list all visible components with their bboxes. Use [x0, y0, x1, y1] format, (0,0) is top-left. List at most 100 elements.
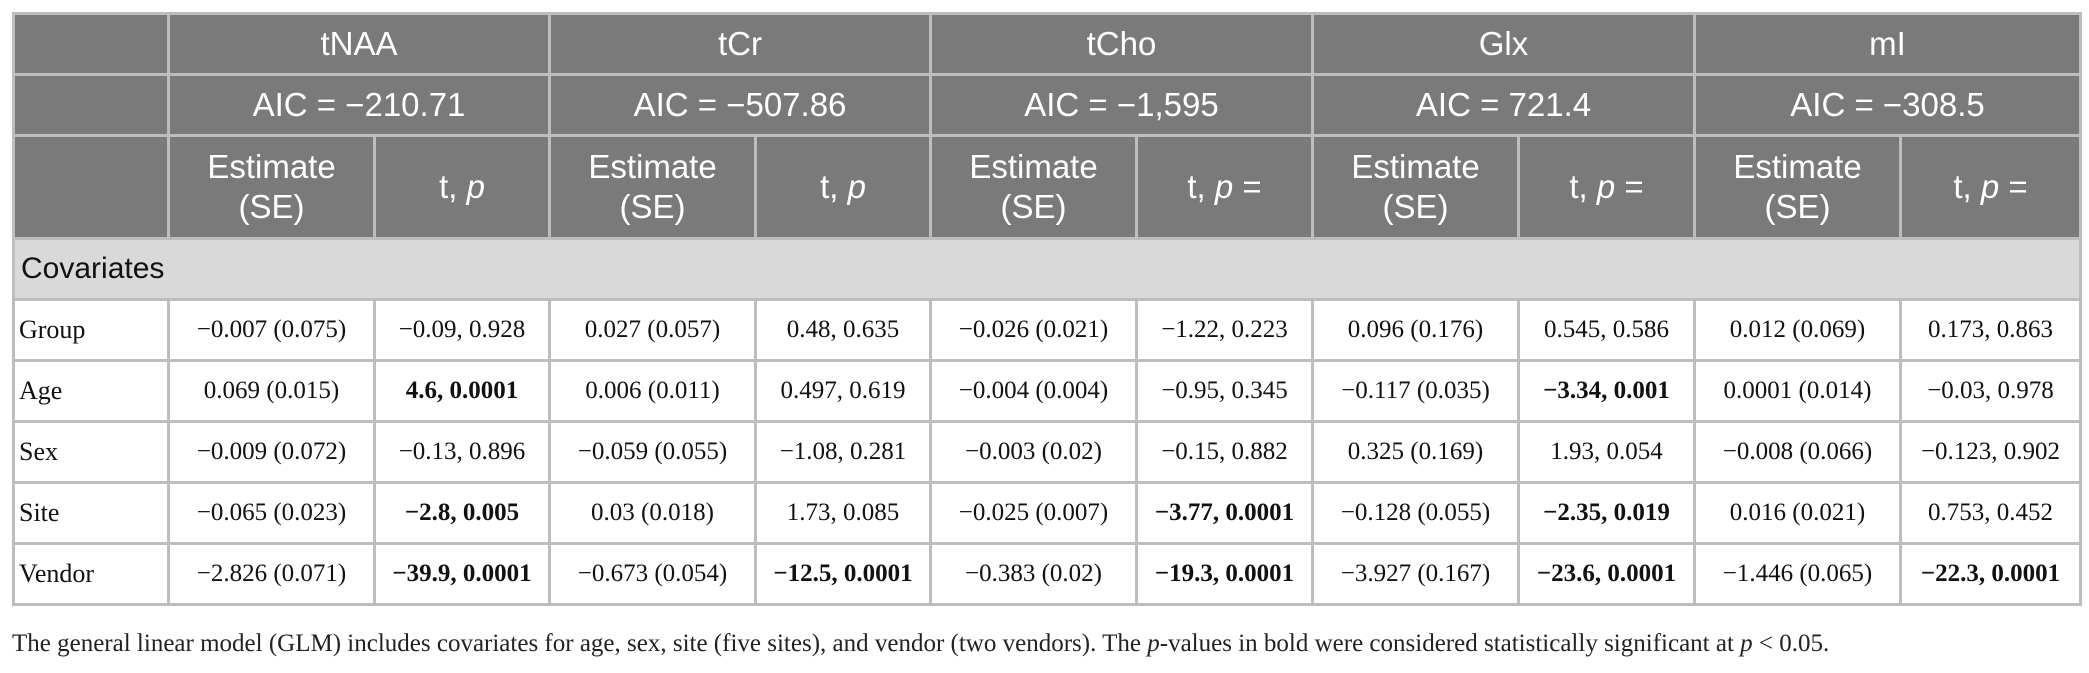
- tp-cell: −0.15, 0.882: [1135, 420, 1314, 484]
- tp-cell: −22.3, 0.0001: [1898, 542, 2083, 606]
- estimate-label: Estimate: [588, 148, 717, 185]
- tp-cell: −1.22, 0.223: [1135, 298, 1314, 362]
- table-footnote: The general linear model (GLM) includes …: [12, 630, 1829, 658]
- estimate-cell: 0.096 (0.176): [1311, 298, 1520, 362]
- estimate-cell: −0.065 (0.023): [167, 481, 376, 545]
- estimate-header: Estimate (SE): [167, 134, 376, 240]
- estimate-cell: 0.0001 (0.014): [1693, 359, 1902, 423]
- tp-header: t, p: [754, 134, 932, 240]
- table-row: Sex −0.009 (0.072) −0.13, 0.896 −0.059 (0.0…: [12, 420, 2083, 484]
- tp-cell: 1.93, 0.054: [1517, 420, 1696, 484]
- tp-cell: 1.73, 0.085: [754, 481, 932, 545]
- estimate-cell: −0.673 (0.054): [548, 542, 757, 606]
- estimate-cell: −0.009 (0.072): [167, 420, 376, 484]
- tp-cell: −2.8, 0.005: [373, 481, 551, 545]
- glm-results-table: tNAA tCr tCho Glx mI AIC = −210.71 AIC =…: [11, 12, 2083, 606]
- footnote-text: < 0.05.: [1752, 630, 1830, 657]
- estimate-cell: −0.003 (0.02): [929, 420, 1138, 484]
- aic-header: AIC = 721.4: [1311, 73, 1696, 137]
- estimate-label: Estimate: [1351, 148, 1480, 185]
- tp-header: t, p: [373, 134, 551, 240]
- aic-header: AIC = −210.71: [167, 73, 551, 137]
- estimate-cell: 0.016 (0.021): [1693, 481, 1902, 545]
- tp-cell: −39.9, 0.0001: [373, 542, 551, 606]
- estimate-cell: 0.027 (0.057): [548, 298, 757, 362]
- estimate-cell: 0.012 (0.069): [1693, 298, 1902, 362]
- tp-cell: −3.77, 0.0001: [1135, 481, 1314, 545]
- metabolite-header: tNAA: [167, 12, 551, 76]
- row-label: Site: [12, 481, 170, 545]
- estimate-cell: −1.446 (0.065): [1693, 542, 1902, 606]
- header-corner: [12, 12, 170, 76]
- estimate-cell: −0.383 (0.02): [929, 542, 1138, 606]
- header-row-columns: Estimate (SE) t, p Estimate (SE) t, p Esti…: [12, 134, 2083, 240]
- tp-cell: 0.497, 0.619: [754, 359, 932, 423]
- estimate-cell: −0.004 (0.004): [929, 359, 1138, 423]
- header-row-metabolites: tNAA tCr tCho Glx mI: [12, 12, 2083, 76]
- tp-cell: 0.545, 0.586: [1517, 298, 1696, 362]
- row-label: Sex: [12, 420, 170, 484]
- metabolite-header: mI: [1692, 12, 2083, 76]
- table-row: Site −0.065 (0.023) −2.8, 0.005 0.03 (0.018…: [12, 481, 2083, 545]
- row-label: Age: [12, 359, 170, 423]
- estimate-cell: 0.069 (0.015): [167, 359, 376, 423]
- estimate-cell: 0.006 (0.011): [548, 359, 757, 423]
- estimate-header: Estimate (SE): [1311, 134, 1520, 240]
- tp-cell: 0.753, 0.452: [1898, 481, 2083, 545]
- tp-header: t, p =: [1135, 134, 1314, 240]
- section-row-covariates: Covariates: [11, 237, 2083, 301]
- tp-cell: −2.35, 0.019: [1517, 481, 1696, 545]
- tp-cell: −0.09, 0.928: [373, 298, 551, 362]
- estimate-cell: −0.117 (0.035): [1311, 359, 1520, 423]
- estimate-label: Estimate: [1733, 148, 1862, 185]
- table-row: Age 0.069 (0.015) 4.6, 0.0001 0.006 (0.011)…: [12, 359, 2083, 423]
- table-row: Vendor −2.826 (0.071) −39.9, 0.0001 −0.673 …: [12, 542, 2083, 606]
- estimate-cell: 0.325 (0.169): [1311, 420, 1520, 484]
- header-row-aic: AIC = −210.71 AIC = −507.86 AIC = −1,595…: [12, 73, 2083, 137]
- footnote-p-italic: p: [1740, 630, 1753, 657]
- tp-cell: −23.6, 0.0001: [1517, 542, 1696, 606]
- tp-cell: −0.13, 0.896: [373, 420, 551, 484]
- tp-cell: −1.08, 0.281: [754, 420, 932, 484]
- tp-cell: −3.34, 0.001: [1517, 359, 1696, 423]
- footnote-text: The general linear model (GLM) includes …: [12, 630, 1148, 657]
- tp-cell: −0.95, 0.345: [1135, 359, 1314, 423]
- tp-cell: −0.123, 0.902: [1898, 420, 2083, 484]
- section-label: Covariates: [11, 237, 2083, 301]
- tp-cell: −0.03, 0.978: [1898, 359, 2083, 423]
- row-label: Group: [12, 298, 170, 362]
- header-corner: [12, 73, 170, 137]
- estimate-cell: −0.059 (0.055): [548, 420, 757, 484]
- tp-cell: 0.48, 0.635: [754, 298, 932, 362]
- header-corner: [12, 134, 170, 240]
- footnote-text: -values in bold were considered statisti…: [1159, 630, 1741, 657]
- tp-cell: −19.3, 0.0001: [1135, 542, 1314, 606]
- tp-cell: 0.173, 0.863: [1898, 298, 2083, 362]
- aic-header: AIC = −308.5: [1692, 73, 2083, 137]
- tp-cell: −12.5, 0.0001: [754, 542, 932, 606]
- se-label: (SE): [238, 188, 305, 225]
- table-body: Covariates Group −0.007 (0.075) −0.09, 0.9…: [11, 237, 2083, 606]
- estimate-header: Estimate (SE): [1693, 134, 1902, 240]
- aic-header: AIC = −1,595: [929, 73, 1314, 137]
- estimate-cell: −0.128 (0.055): [1311, 481, 1520, 545]
- estimate-cell: −0.026 (0.021): [929, 298, 1138, 362]
- estimate-cell: −0.008 (0.066): [1693, 420, 1902, 484]
- estimate-cell: −0.007 (0.075): [167, 298, 376, 362]
- se-label: (SE): [619, 188, 686, 225]
- metabolite-header: Glx: [1311, 12, 1696, 76]
- metabolite-header: tCho: [929, 12, 1314, 76]
- tp-header: t, p =: [1898, 134, 2083, 240]
- estimate-cell: 0.03 (0.018): [548, 481, 757, 545]
- estimate-cell: −2.826 (0.071): [167, 542, 376, 606]
- metabolite-header: tCr: [548, 12, 932, 76]
- tp-cell: 4.6, 0.0001: [373, 359, 551, 423]
- table-row: Group −0.007 (0.075) −0.09, 0.928 0.027 (0.…: [12, 298, 2083, 362]
- estimate-cell: −0.025 (0.007): [929, 481, 1138, 545]
- row-label: Vendor: [12, 542, 170, 606]
- estimate-label: Estimate: [207, 148, 336, 185]
- aic-header: AIC = −507.86: [548, 73, 932, 137]
- table-header: tNAA tCr tCho Glx mI AIC = −210.71 AIC =…: [12, 12, 2083, 240]
- estimate-header: Estimate (SE): [548, 134, 757, 240]
- estimate-label: Estimate: [969, 148, 1098, 185]
